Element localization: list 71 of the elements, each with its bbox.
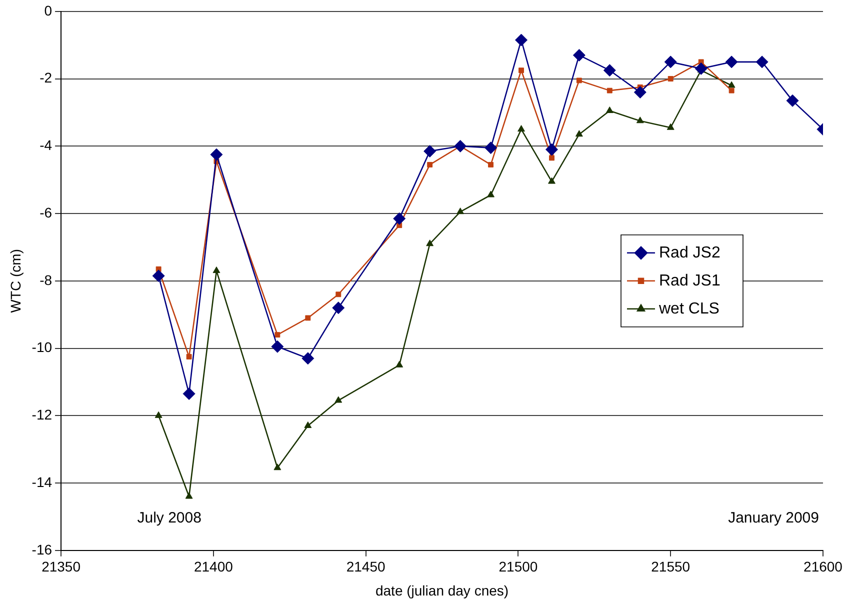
point xyxy=(488,162,494,168)
point xyxy=(575,130,583,137)
annotation: July 2008 xyxy=(137,510,202,527)
point xyxy=(545,143,558,156)
y-tick-label: -14 xyxy=(32,474,52,490)
y-tick-label: -12 xyxy=(32,406,52,423)
y-tick-label: -10 xyxy=(32,339,52,356)
point xyxy=(271,340,284,353)
point xyxy=(518,125,525,132)
y-tick-label: -2 xyxy=(40,70,52,86)
y-tick-label: 0 xyxy=(44,2,52,18)
legend-label: wet CLS xyxy=(658,300,720,318)
point xyxy=(302,352,314,365)
x-tick-label: 21600 xyxy=(804,558,843,575)
point xyxy=(334,396,342,403)
point xyxy=(756,56,768,68)
point xyxy=(182,388,196,400)
point xyxy=(424,144,436,158)
x-tick-label: 21450 xyxy=(346,558,386,575)
point xyxy=(634,86,646,98)
x-tick-label: 21500 xyxy=(498,558,538,575)
x-tick-label: 21400 xyxy=(194,558,234,575)
point xyxy=(210,148,223,161)
x-tick-label: 21550 xyxy=(651,558,690,575)
y-tick-label: -4 xyxy=(40,137,52,154)
point xyxy=(185,492,193,499)
point xyxy=(393,212,406,225)
point xyxy=(606,88,612,94)
point xyxy=(304,422,312,428)
point xyxy=(728,88,734,94)
point xyxy=(426,240,434,246)
point xyxy=(603,64,616,77)
point xyxy=(606,106,614,114)
point xyxy=(487,190,494,198)
y-tick-label: -6 xyxy=(40,204,52,220)
x-axis-title: date (julian day cnes) xyxy=(375,582,509,598)
point xyxy=(515,34,528,46)
point xyxy=(332,302,345,314)
point xyxy=(186,354,192,360)
point xyxy=(668,76,674,82)
point xyxy=(636,116,644,124)
point xyxy=(336,292,342,298)
point xyxy=(694,62,708,75)
point xyxy=(152,270,165,282)
point xyxy=(305,315,311,321)
point xyxy=(456,208,464,214)
legend-label: Rad JS2 xyxy=(659,244,720,262)
point xyxy=(548,177,556,184)
y-axis-title: WTC (cm) xyxy=(7,249,24,313)
y-tick-label: -16 xyxy=(32,541,52,558)
point xyxy=(454,140,467,152)
x-tick-label: 21350 xyxy=(42,558,81,575)
point xyxy=(576,78,582,84)
point xyxy=(427,162,433,168)
point xyxy=(664,56,677,68)
point xyxy=(396,360,404,368)
legend-label: Rad JS1 xyxy=(659,272,720,290)
point xyxy=(484,142,498,154)
point xyxy=(786,94,799,107)
point xyxy=(212,266,220,274)
point xyxy=(728,81,736,88)
point xyxy=(274,464,282,470)
annotation: January 2009 xyxy=(728,510,819,527)
point xyxy=(572,48,586,62)
point xyxy=(154,411,162,418)
point xyxy=(274,332,280,338)
point xyxy=(725,56,738,68)
y-tick-label: -8 xyxy=(40,272,52,288)
point xyxy=(518,68,524,74)
point xyxy=(666,123,674,130)
point xyxy=(549,155,554,161)
